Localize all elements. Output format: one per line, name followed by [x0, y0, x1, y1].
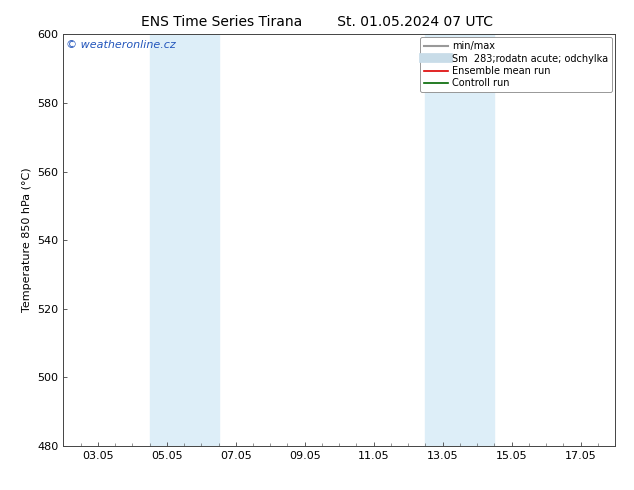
Bar — [425, 34, 495, 446]
Text: ENS Time Series Tirana        St. 01.05.2024 07 UTC: ENS Time Series Tirana St. 01.05.2024 07… — [141, 15, 493, 29]
Y-axis label: Temperature 850 hPa (°C): Temperature 850 hPa (°C) — [22, 168, 32, 313]
Bar — [150, 34, 219, 446]
Legend: min/max, Sm  283;rodatn acute; odchylka, Ensemble mean run, Controll run: min/max, Sm 283;rodatn acute; odchylka, … — [420, 37, 612, 92]
Text: © weatheronline.cz: © weatheronline.cz — [66, 41, 176, 50]
